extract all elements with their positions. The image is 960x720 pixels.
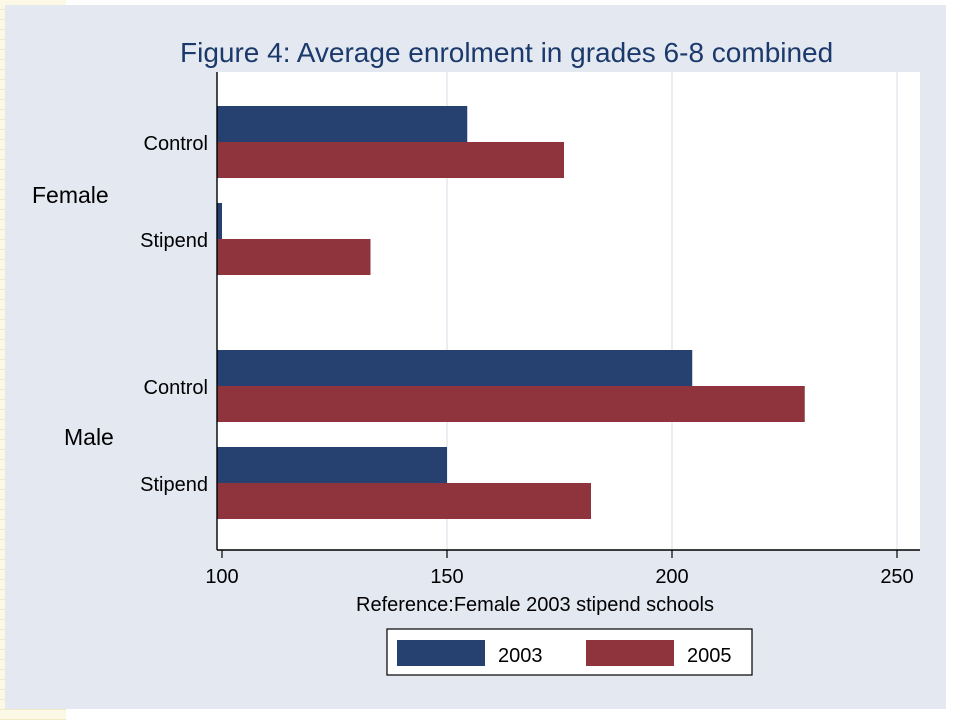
category-label: Stipend xyxy=(140,474,208,496)
bars xyxy=(217,106,805,519)
bar-2003 xyxy=(217,203,222,239)
category-label: Stipend xyxy=(140,230,208,252)
legend-swatch-2003 xyxy=(397,640,485,666)
category-labels: Control Stipend Control Stipend xyxy=(140,133,208,496)
bar-2005 xyxy=(217,142,564,178)
bar-2003 xyxy=(217,106,468,142)
bar-2005 xyxy=(217,483,591,519)
x-tick-label: 200 xyxy=(655,566,688,588)
bar-2003 xyxy=(217,447,447,483)
axes xyxy=(216,72,920,558)
bar-2005 xyxy=(217,386,805,422)
category-label: Control xyxy=(144,133,208,155)
x-tick-labels: 100 150 200 250 xyxy=(205,566,913,588)
category-label: Control xyxy=(144,377,208,399)
chart-title: Figure 4: Average enrolment in grades 6-… xyxy=(180,37,833,68)
x-tick-label: 150 xyxy=(430,566,463,588)
legend: 2003 2005 xyxy=(386,628,753,676)
group-label-female: Female xyxy=(32,182,109,208)
legend-label-2003: 2003 xyxy=(498,645,543,667)
x-tick-label: 250 xyxy=(880,566,913,588)
bar-2003 xyxy=(217,350,693,386)
x-tick-label: 100 xyxy=(205,566,238,588)
group-label-male: Male xyxy=(64,424,114,450)
group-labels: Female Male xyxy=(32,182,114,450)
legend-label-2005: 2005 xyxy=(687,645,732,667)
reference-note: Reference:Female 2003 stipend schools xyxy=(356,594,714,616)
legend-swatch-2005 xyxy=(586,640,674,666)
bar-2005 xyxy=(217,239,371,275)
